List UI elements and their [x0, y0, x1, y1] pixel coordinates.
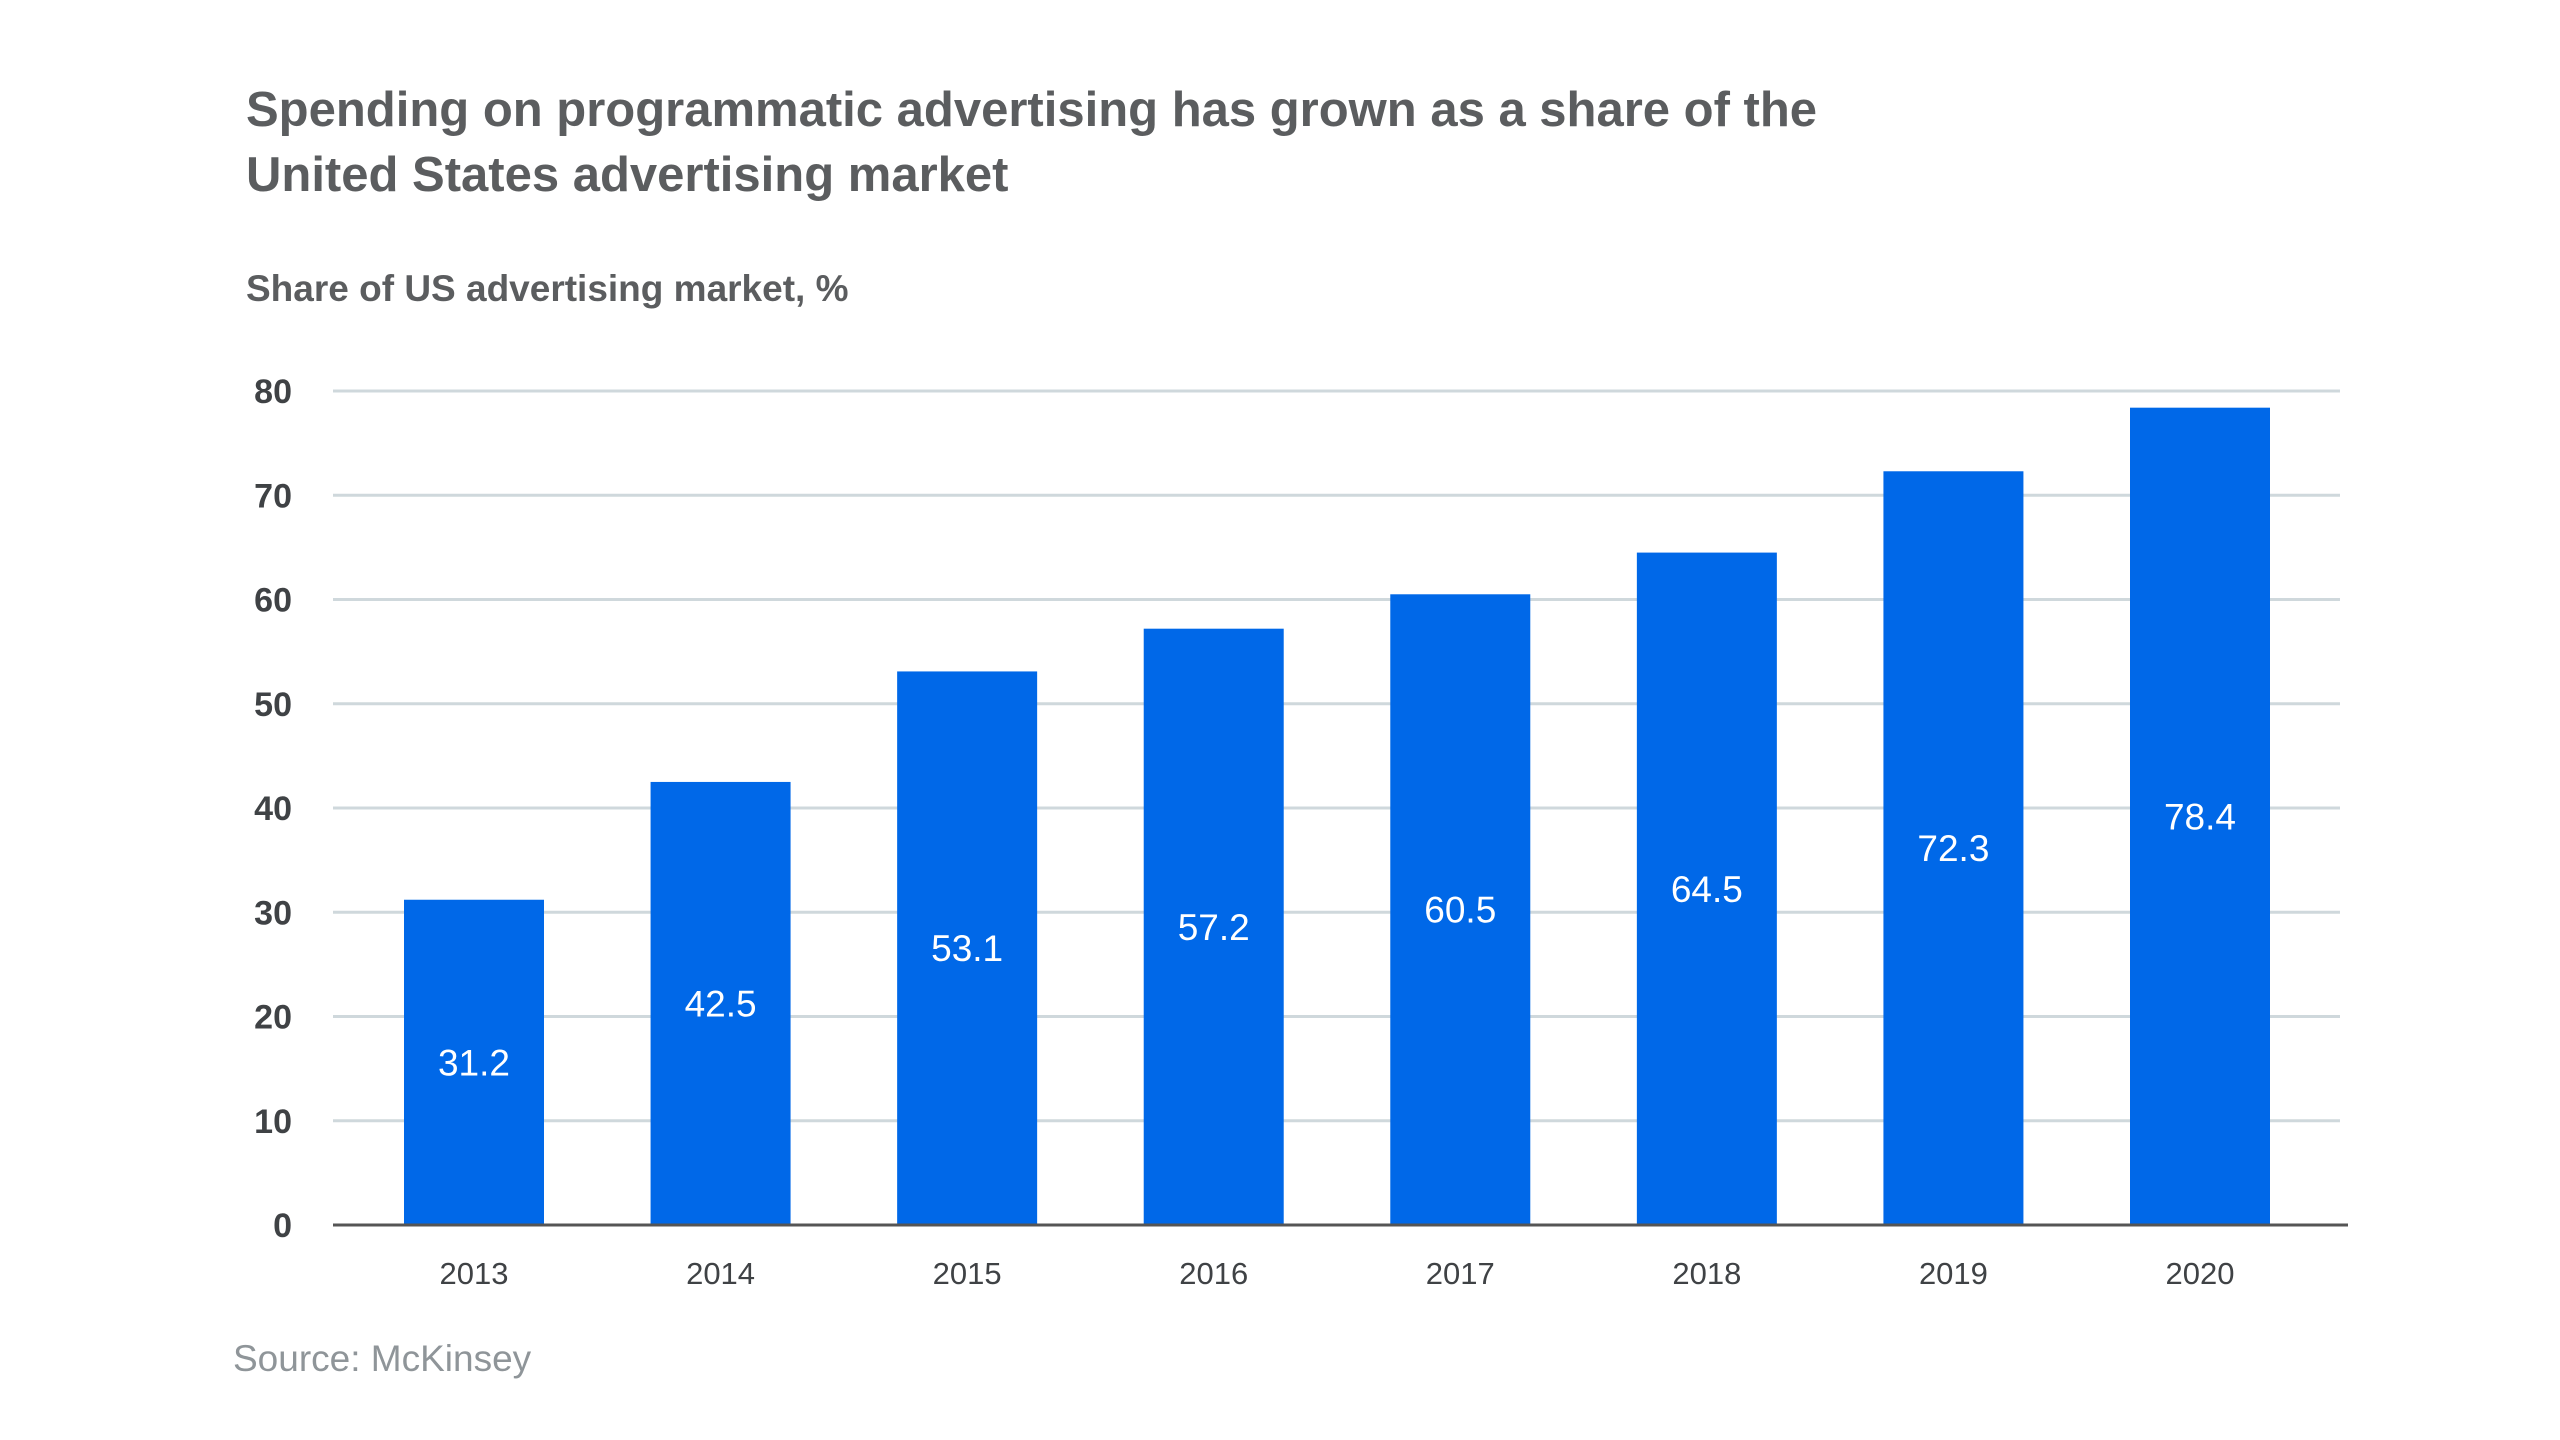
bar-value-label: 31.2 [438, 1042, 510, 1083]
y-tick-label: 70 [254, 477, 292, 515]
x-tick-label: 2015 [933, 1256, 1002, 1291]
x-tick-label: 2018 [1672, 1256, 1741, 1291]
bar [1390, 594, 1531, 1225]
x-tick-label: 2020 [2166, 1256, 2235, 1291]
bar-value-label: 78.4 [2164, 796, 2236, 837]
x-tick-labels: 2013 2014 2015 2016 2017 2018 2019 2020 [440, 1256, 2235, 1291]
y-tick-label: 50 [254, 686, 292, 724]
bar [1143, 628, 1284, 1225]
y-tick-label: 80 [254, 373, 292, 411]
bar-value-label: 53.1 [931, 928, 1003, 969]
bar-value-label: 60.5 [1424, 890, 1496, 931]
x-tick-label: 2017 [1426, 1256, 1495, 1291]
bar-value-label: 42.5 [685, 983, 757, 1024]
chart-title: Spending on programmatic advertising has… [246, 83, 1818, 202]
bar [2130, 407, 2270, 1225]
bar-value-label: 72.3 [1917, 828, 1989, 869]
y-tick-label: 20 [254, 999, 292, 1037]
bar [404, 899, 544, 1225]
y-axis-title: Share of US advertising market, % [246, 268, 849, 309]
source-note: Source: McKinsey [233, 1338, 532, 1379]
y-tick-label: 40 [254, 790, 292, 828]
y-tick-labels: 0 10 20 30 40 50 60 70 80 [254, 373, 292, 1245]
x-tick-label: 2019 [1919, 1256, 1988, 1291]
bar [897, 671, 1038, 1225]
bar [1883, 471, 2024, 1226]
gridlines [333, 389, 2340, 1123]
y-tick-label: 30 [254, 894, 292, 932]
bar-value-label: 57.2 [1178, 907, 1250, 948]
bar-value-label: 64.5 [1671, 869, 1743, 910]
bars [404, 407, 2270, 1226]
bar [1636, 552, 1777, 1225]
x-tick-label: 2016 [1179, 1256, 1248, 1291]
bar-value-labels: 31.2 42.5 53.1 57.2 60.5 64.5 72.3 78.4 [438, 796, 2236, 1083]
bar [650, 781, 791, 1225]
x-tick-label: 2013 [440, 1256, 509, 1291]
y-tick-label: 10 [254, 1103, 292, 1141]
y-tick-label: 60 [254, 582, 292, 620]
x-tick-label: 2014 [686, 1256, 755, 1291]
y-tick-label: 0 [273, 1207, 292, 1245]
